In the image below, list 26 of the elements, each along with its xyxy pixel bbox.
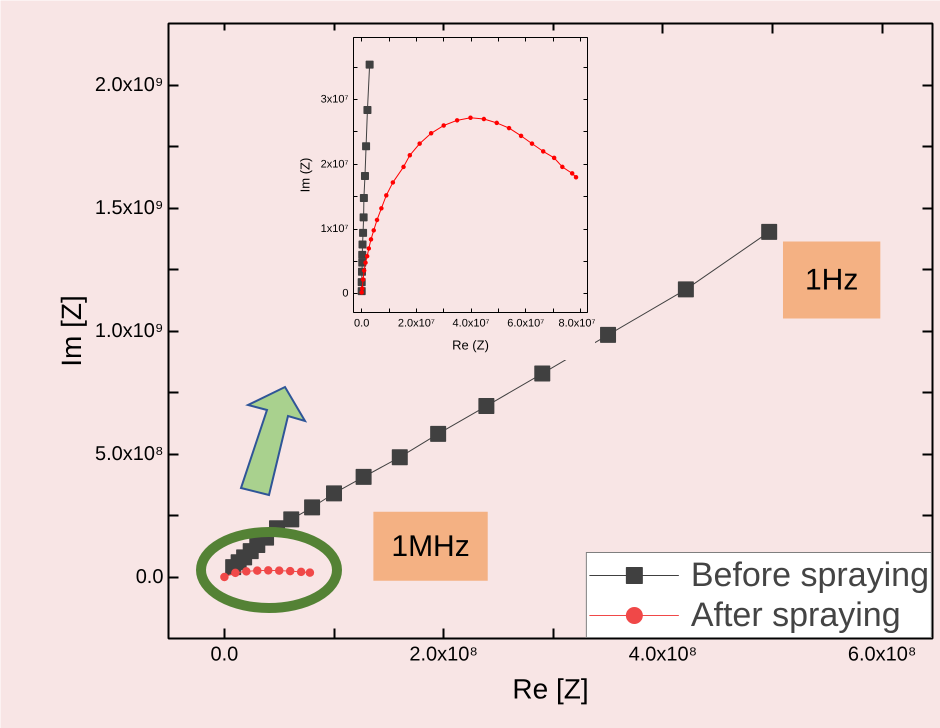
y-tick-label: 2.0x10⁹ [94, 74, 164, 96]
y-tick-label: 1.5x10⁹ [94, 197, 164, 219]
y-tick-label: 1.0x10⁹ [94, 320, 164, 342]
legend-label: After spraying [690, 596, 901, 634]
x-axis-title: Re (Z) [452, 338, 489, 352]
x-tick-label: 6.0x10⁷ [507, 318, 544, 330]
x-axis-title: Re [Z] [512, 674, 589, 704]
x-tick-label: 0.0 [210, 644, 238, 666]
x-tick-label: 2.0x10⁷ [398, 318, 435, 330]
x-tick-label: 2.0x10⁸ [409, 644, 478, 666]
y-tick-label: 2x10⁷ [320, 158, 349, 170]
y-tick-label: 3x10⁷ [320, 94, 349, 106]
legend-label: Before spraying [690, 556, 929, 594]
y-tick-label: 0.0 [136, 566, 164, 588]
x-tick-label: 4.0x10⁷ [452, 318, 490, 330]
y-tick-label: 5.0x10⁸ [95, 443, 164, 465]
y-tick-label: 1x10⁷ [320, 223, 349, 236]
x-tick-label: 8.0x10⁷ [558, 318, 596, 330]
x-tick-label: 0.0 [354, 318, 370, 330]
annotation: 1Hz [804, 263, 858, 296]
y-axis-title: Im [Z] [56, 295, 87, 367]
y-axis-title: Im (Z) [298, 158, 313, 192]
y-tick-label: 0 [342, 288, 349, 300]
x-tick-label: 4.0x10⁸ [628, 644, 698, 666]
x-tick-label: 6.0x10⁸ [848, 644, 916, 666]
annotation: 1MHz [391, 530, 470, 563]
